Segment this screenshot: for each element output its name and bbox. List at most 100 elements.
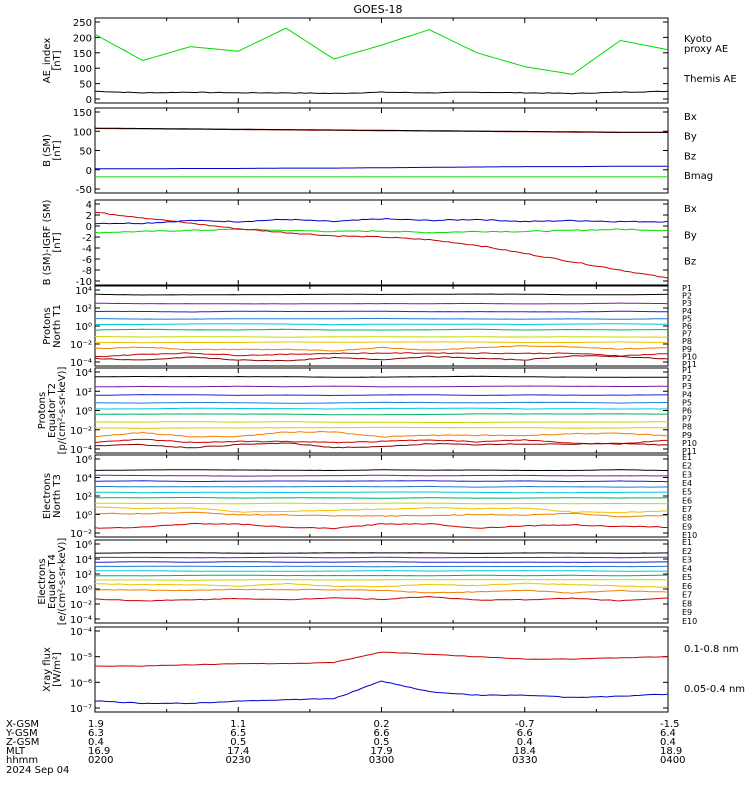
legend-ae-2: Themis AE (683, 74, 737, 85)
y-tick-label-ae: 50 (79, 80, 92, 91)
footer-row-label-3: MLT (6, 746, 26, 757)
panel-frame-bigrf (94, 199, 669, 286)
legend-channel-en-E7: E7 (682, 505, 692, 514)
series-en-E4 (94, 485, 668, 488)
series-pn-P5 (94, 323, 669, 326)
series-en-E8 (94, 506, 669, 514)
y-axis-label-ee: [e/(cm²-s-sr-keV)] (57, 538, 68, 626)
legend-channel-ee-E6: E6 (682, 582, 692, 591)
footer-row-label-0: X-GSM (6, 719, 39, 730)
y-tick-label-en: 10⁴ (75, 474, 92, 485)
legend-channel-en-E5: E5 (682, 488, 692, 497)
series-bigrf-By (94, 228, 669, 234)
series-pe-P11 (94, 442, 669, 449)
legend-channel-pn-P4: P4 (682, 307, 692, 316)
y-tick-label-en: 10² (75, 492, 92, 503)
legend-channel-ee-E2: E2 (682, 547, 692, 556)
y-tick-label-ae: 100 (73, 64, 92, 75)
series-pe-P9 (94, 430, 669, 438)
legend-channel-en-E2: E2 (682, 462, 692, 471)
legend-channel-pn-P10: P10 (682, 352, 697, 361)
legend-channel-pe-P1: P1 (682, 366, 692, 375)
series-en-E3 (95, 480, 669, 483)
legend-channel-pe-P7: P7 (682, 415, 692, 424)
legend-channel-en-E1: E1 (682, 453, 692, 462)
y-axis-label-pn: Protons (42, 307, 53, 344)
panel-frame-pe (94, 367, 669, 454)
legend-channel-pn-P8: P8 (682, 337, 692, 346)
series-en-E6 (94, 496, 669, 499)
y-tick-label-bigrf: -8 (82, 266, 92, 277)
y-tick-label-ae: 250 (73, 18, 92, 29)
y-tick-label-bigrf: 2 (86, 211, 92, 222)
y-tick-label-ee: 10⁴ (75, 555, 92, 566)
y-axis-label-bsm: B (SM) (42, 134, 53, 167)
series-ee-E3 (94, 561, 668, 563)
y-tick-label-ee: 10⁻² (70, 600, 92, 611)
y-axis-label-xray: Xray flux (42, 647, 53, 692)
legend-bsm-1: By (684, 132, 697, 143)
series-pn-P1 (95, 293, 669, 296)
series-kyoto-proxy-ae (94, 27, 669, 75)
legend-channel-pe-P11: P11 (682, 447, 697, 456)
y-axis-label-xray: [W/m²] (52, 652, 63, 687)
series-pn-P4 (94, 317, 669, 320)
series-ee-E2 (94, 556, 668, 559)
y-axis-label-bigrf: B (SM)-IGRF (SM) (42, 200, 53, 286)
series-ee-E10 (94, 595, 668, 602)
y-tick-label-bigrf: -4 (82, 244, 92, 255)
y-tick-label-pn: 10⁻² (70, 340, 92, 351)
series-ee-E4 (95, 565, 668, 568)
y-tick-label-bigrf: -6 (82, 255, 92, 266)
footer-row-label-4: hhmm (6, 755, 38, 766)
legend-channel-pn-P3: P3 (682, 299, 692, 308)
series-pe-P6 (95, 413, 669, 416)
legend-ae-0: Kyoto (684, 34, 712, 45)
series-xray-short (94, 680, 669, 705)
footer-value-1-3: 17.4 (227, 746, 249, 757)
legend-channel-ee-E7: E7 (682, 591, 692, 600)
y-axis-label-bsm: [nT] (52, 140, 63, 160)
series-themis-ae (94, 90, 669, 95)
y-tick-label-ee: 10² (75, 570, 92, 581)
series-pe-P1 (95, 375, 669, 378)
series-pn-P7 (94, 336, 668, 338)
y-tick-label-pe: 10² (75, 387, 92, 398)
legend-channel-pe-P3: P3 (682, 382, 692, 391)
legend-channel-pn-P9: P9 (682, 345, 692, 354)
y-tick-label-ae: 200 (73, 33, 92, 44)
footer-value-3-1: 6.6 (517, 728, 533, 739)
series-pn-P10 (94, 352, 668, 358)
series-pe-P5 (95, 407, 668, 410)
series-en-E10 (94, 522, 668, 530)
y-tick-label-ee: 10⁰ (75, 585, 92, 596)
series-pe-P8 (95, 426, 668, 429)
series-pn-P3 (94, 310, 668, 313)
y-tick-label-pe: 10⁻⁴ (70, 445, 92, 456)
y-tick-label-en: 10⁰ (75, 511, 92, 522)
y-axis-label-ee: Equator T4 (47, 554, 58, 609)
legend-bsm-3: Bmag (684, 171, 713, 182)
y-tick-label-pe: 10⁴ (75, 368, 92, 379)
series-en-E2 (95, 474, 668, 477)
series-xray-long (94, 651, 668, 667)
footer-value-4-4: 0400 (660, 755, 685, 766)
series-pe-P3 (94, 394, 669, 397)
legend-channel-pe-P8: P8 (682, 423, 692, 432)
legend-bsm-2: Bz (684, 151, 696, 162)
legend-channel-pe-P4: P4 (682, 390, 692, 399)
y-tick-label-pn: 10⁻⁴ (70, 358, 92, 369)
legend-bsm-0: Bx (684, 112, 697, 123)
y-tick-label-ae: 0 (86, 95, 92, 106)
legend-channel-pn-P7: P7 (682, 330, 692, 339)
y-tick-label-xray: 10⁻⁴ (70, 627, 92, 638)
legend-channel-pe-P6: P6 (682, 407, 692, 416)
panel-frame-bsm (94, 107, 669, 194)
legend-channel-pe-P2: P2 (682, 374, 692, 383)
legend-channel-pe-P9: P9 (682, 431, 692, 440)
y-tick-label-bigrf: 4 (86, 200, 92, 211)
legend-channel-ee-E5: E5 (682, 573, 692, 582)
y-axis-label-bigrf: [nT] (52, 232, 63, 252)
y-tick-label-xray: 10⁻⁷ (70, 704, 92, 715)
